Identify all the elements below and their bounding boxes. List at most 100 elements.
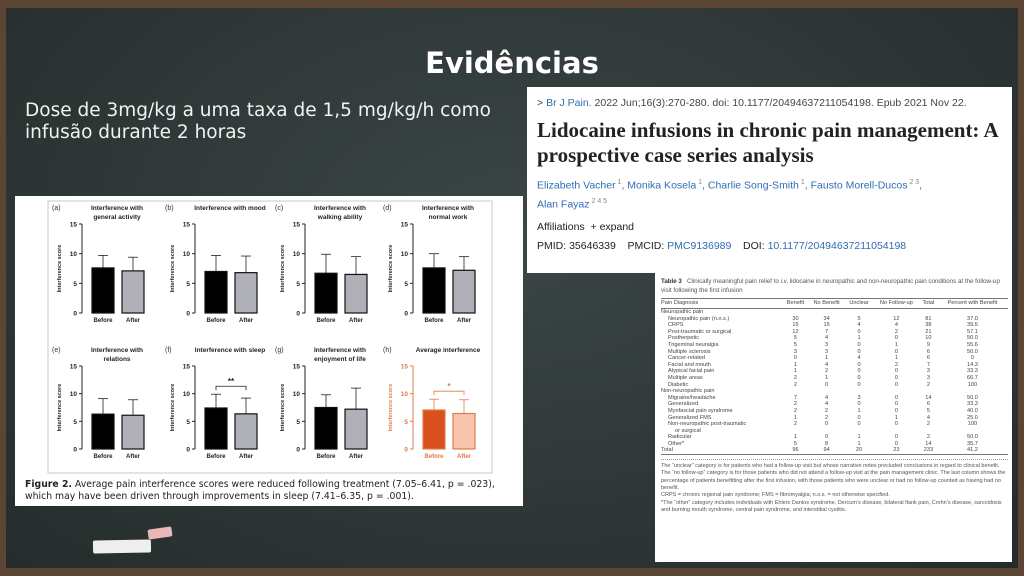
table-cell: 4 [825, 361, 829, 368]
table-cell: 57.1 [966, 328, 978, 335]
figure-panel: (a) Interference with general activity 0 5 10… [15, 196, 523, 506]
bar-after [234, 272, 258, 314]
x-tick-label: After [126, 318, 141, 324]
pain-relief-table: Pain Diagnosis Benefit No Benefit Unclear No… [661, 298, 1008, 456]
table-cell: 1 [825, 355, 829, 362]
y-tick-label: 15 [70, 364, 78, 371]
table-cell: 0 [857, 361, 861, 368]
table-cell: 40.0 [966, 407, 978, 414]
table-cell: 25.0 [966, 414, 978, 421]
row-label: Multiple areas [668, 374, 703, 381]
table-row: Trigeminal neuralgia 5 3 0 1 9 55.6 [661, 342, 1008, 349]
row-label: Migraine/headache [668, 394, 716, 401]
y-tick-label: 10 [70, 391, 78, 398]
table-cell: 2 [926, 381, 930, 388]
bar-before [91, 267, 115, 314]
table-cell: 0 [894, 368, 898, 375]
table-cell: 100 [967, 421, 978, 428]
table-row: Non-neuropathic pain [661, 388, 1008, 395]
author-link[interactable]: Elizabeth Vacher [537, 179, 616, 192]
column-header: No Follow-up [872, 298, 920, 309]
y-axis-label: Interference score [57, 384, 63, 432]
pmid-value: 35646339 [569, 240, 616, 252]
table-cell: 2 [825, 414, 829, 421]
y-axis-label: Interference score [388, 384, 394, 432]
table-cell: 0 [857, 368, 861, 375]
article-header-panel: > Br J Pain. 2022 Jun;16(3):270-280. doi… [527, 87, 1012, 273]
subplot-c: (c) Interference with walking ability 0 5 10 1… [275, 205, 368, 324]
subplot-f: (f) Interference with sleep 0 5 10 15 Interfer… [165, 347, 265, 460]
column-header: Percent with Benefit [936, 298, 1008, 309]
subplot-title: Interference with [314, 347, 366, 354]
table-cell: 4 [926, 414, 930, 421]
subplot-letter: (g) [275, 347, 284, 354]
significance-marker: ** [228, 377, 235, 386]
bar-before [204, 270, 228, 314]
table-cell: 5 [793, 335, 798, 342]
table-row: Diabetic 2 0 0 0 2 100 [661, 382, 1008, 389]
x-tick-label: After [349, 318, 364, 324]
column-header: Benefit [783, 298, 808, 309]
figure-caption: Figure 2. Average pain interference scor… [25, 479, 520, 503]
table-cell: 0 [857, 341, 861, 348]
table-cell: 14.3 [966, 361, 978, 368]
subplot-b: (b) Interference with mood 0 5 10 15 Interfere… [165, 205, 266, 324]
table-cell: 34 [823, 315, 830, 322]
table-cell: 33.3 [966, 401, 978, 408]
table-cell: 4 [857, 355, 861, 362]
slide-subtitle: Dose de 3mg/kg a uma taxa de 1,5 mg/kg/h… [25, 100, 491, 143]
expand-affiliations-button[interactable]: + expand [590, 221, 635, 233]
table-row: Other* 5 8 1 0 14 35.7 [661, 441, 1008, 448]
table-cell: 1 [825, 374, 829, 381]
table-row: Atypical facial pain 1 2 0 0 3 33.3 [661, 368, 1008, 375]
significance-bracket [215, 385, 247, 391]
table-row: CRPS 15 15 4 4 38 39.5 [661, 322, 1008, 329]
table-row: Generalized FMS 1 2 0 1 4 25.0 [661, 415, 1008, 422]
y-tick-label: 15 [293, 222, 301, 229]
pmcid-link[interactable]: PMC9136989 [667, 240, 732, 252]
table-cell: 0 [894, 374, 898, 381]
author-link[interactable]: Charlie Song-Smith [707, 179, 799, 192]
row-label: Trigeminal neuralgia [668, 341, 719, 348]
table-row: or surgical [661, 428, 1008, 435]
y-tick-label: 10 [70, 251, 78, 258]
table-cell: 1 [793, 414, 798, 421]
y-tick-label: 5 [73, 419, 77, 426]
journal-link[interactable]: Br J Pain. [546, 97, 592, 109]
row-label: Radicular [668, 434, 692, 441]
x-tick-label: Before [93, 454, 113, 460]
table-cell: 5 [857, 315, 861, 322]
x-tick-label: Before [316, 318, 336, 324]
y-tick-label: 0 [73, 447, 77, 454]
author-link[interactable]: Monika Kosela [627, 179, 697, 192]
x-tick-label: After [457, 318, 472, 324]
table-row: Facial and mouth 1 4 0 2 7 14.3 [661, 362, 1008, 369]
table-cell: 1 [857, 335, 861, 342]
table-cell: 0 [825, 381, 829, 388]
total-label: Total [661, 447, 784, 456]
table-cell: 0 [857, 374, 861, 381]
bar-after [452, 269, 476, 314]
bar-after [234, 413, 258, 450]
row-label: Post-traumatic or surgical [668, 328, 732, 335]
y-axis-label: Interference score [280, 245, 286, 293]
x-tick-label: Before [424, 454, 444, 460]
author-link[interactable]: Alan Fayaz [537, 198, 590, 210]
table-row: Non-neuropathic post-traumatic 2 0 0 0 2 100 [661, 421, 1008, 428]
table-cell: 2 [793, 401, 798, 408]
table-cell: 0 [825, 421, 829, 428]
author-link[interactable]: Fausto Morell-Ducos [810, 179, 908, 192]
table-cell: 6 [926, 348, 930, 355]
table-cell: 0 [857, 348, 861, 355]
row-label: Atypical facial pain [668, 368, 715, 375]
group-label: Non-neuropathic pain [661, 388, 715, 395]
table-cell: 0 [857, 414, 861, 421]
table-cell: 4 [825, 394, 829, 401]
table-row: Radicular 1 0 1 0 2 50.0 [661, 434, 1008, 441]
row-label: Cancer-related [668, 355, 705, 362]
y-axis-label: Interference score [280, 384, 286, 432]
doi-link[interactable]: 10.1177/20494637211054198 [767, 240, 907, 252]
y-tick-label: 15 [293, 364, 301, 371]
table-cell: 50.0 [966, 434, 978, 441]
table-cell: 4 [825, 401, 829, 408]
